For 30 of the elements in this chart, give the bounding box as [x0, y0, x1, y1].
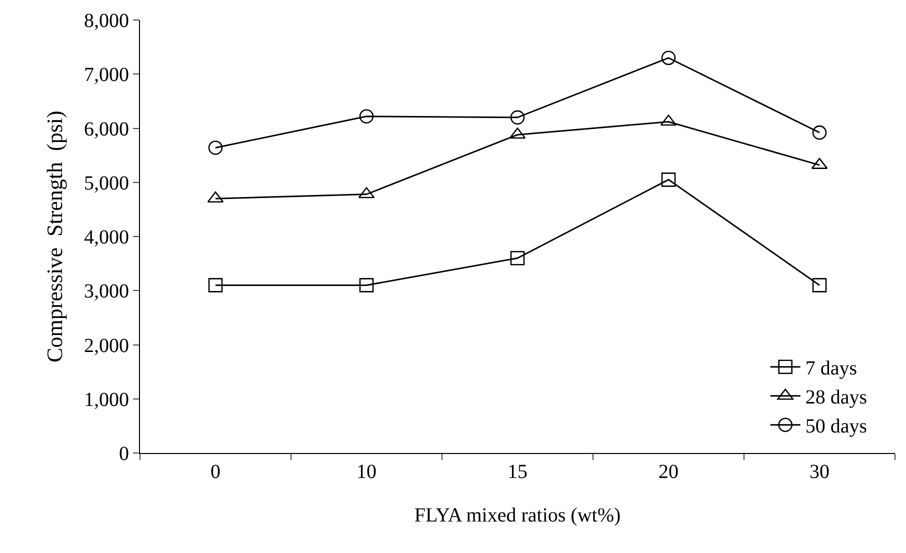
y-tick-label: 6,000: [84, 118, 129, 140]
legend-label: 28 days: [805, 386, 868, 409]
x-tick-label: 30: [810, 461, 830, 483]
y-tick-label: 0: [119, 443, 129, 465]
y-tick-label: 8,000: [84, 10, 129, 32]
point: [661, 172, 676, 187]
point: [812, 278, 827, 292]
y-tick-label: 7,000: [84, 64, 129, 86]
point: [207, 191, 224, 203]
point: [208, 140, 223, 155]
y-tick-label: 5,000: [84, 172, 129, 194]
point: [812, 125, 827, 140]
y-tick-label: 2,000: [84, 334, 129, 357]
point: [661, 50, 676, 66]
y-axis-title: Compressive Strength (psi): [42, 110, 67, 362]
x-tick-label: 10: [356, 461, 376, 483]
legend-label: 50 days: [805, 416, 868, 438]
legend-label: 7 days: [805, 358, 858, 380]
point: [510, 251, 525, 266]
x-tick-label: 0: [210, 461, 220, 483]
point: [208, 278, 223, 292]
x-tick-label: 15: [508, 461, 528, 483]
y-tick-label: 4,000: [84, 226, 129, 248]
point: [510, 110, 525, 125]
point: [359, 278, 374, 292]
x-tick-label: 20: [658, 461, 678, 483]
point: [359, 109, 374, 124]
y-tick-label: 3,000: [84, 280, 129, 303]
x-axis-title: FLYA mixed ratios (wt%): [414, 504, 621, 526]
y-tick-label: 1,000: [84, 388, 129, 411]
